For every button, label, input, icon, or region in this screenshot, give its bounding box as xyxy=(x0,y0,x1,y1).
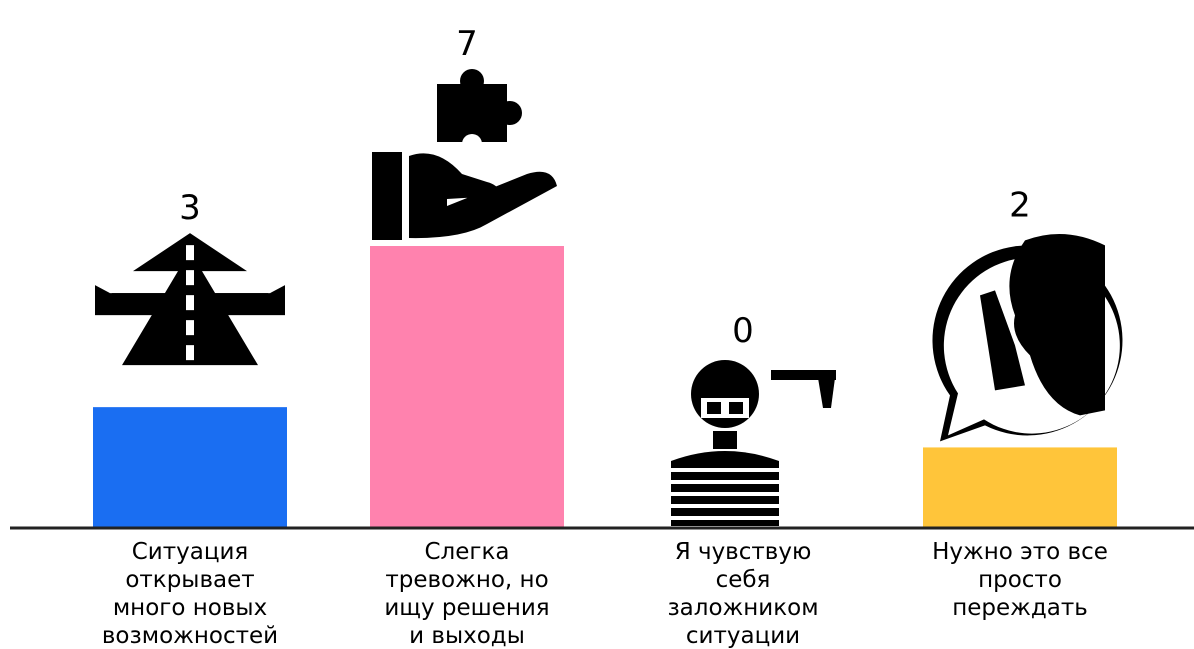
category-label-2: Слегка тревожно, но ищу решения и выходы xyxy=(384,539,549,649)
value-labels-group: 3 7 0 2 xyxy=(179,24,1031,351)
road-intersection-icon xyxy=(95,233,285,366)
hostage-icon xyxy=(671,360,836,526)
bar-1 xyxy=(93,407,287,528)
category-label-1: Ситуация открывает много новых возможностей xyxy=(102,539,278,649)
value-label-2: 7 xyxy=(456,24,478,64)
category-labels-group: Ситуация открывает много новых возможностей… xyxy=(102,539,1108,649)
bar-2 xyxy=(370,246,564,528)
hand-puzzle-icon xyxy=(372,69,557,240)
silence-speech-icon xyxy=(932,233,1123,442)
value-label-1: 3 xyxy=(179,188,201,228)
value-label-4: 2 xyxy=(1009,185,1031,225)
bar-4 xyxy=(923,447,1117,528)
category-label-4: Нужно это все просто переждать xyxy=(932,539,1108,621)
value-label-3: 0 xyxy=(732,311,754,351)
bars-group xyxy=(93,246,1117,528)
icons-group xyxy=(95,69,1123,526)
category-label-3: Я чувствую себя заложником ситуации xyxy=(667,539,818,649)
